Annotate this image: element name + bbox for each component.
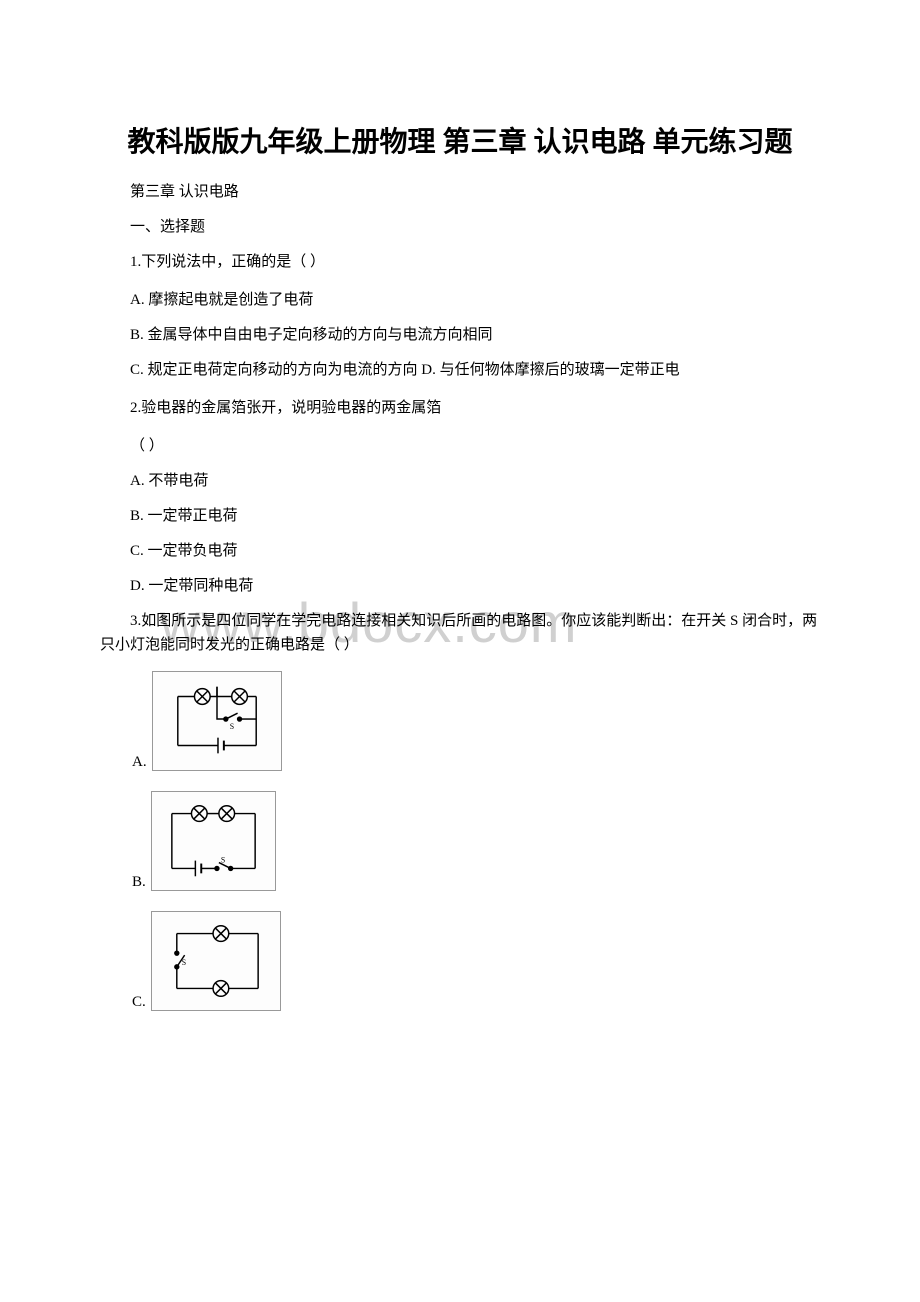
question-2-option-a: A. 不带电荷 [100, 469, 820, 490]
svg-text:S: S [229, 722, 233, 731]
question-2-paren: （ ） [100, 434, 820, 455]
circuit-diagram-b: S [151, 791, 276, 891]
question-3-stem: 3.如图所示是四位同学在学完电路连接相关知识后所画的电路图。你应该能判断出：在开… [100, 609, 820, 657]
question-3-option-a-row: A. S [100, 671, 820, 771]
question-1-option-a: A. 摩擦起电就是创造了电荷 [100, 288, 820, 309]
question-1-option-b: B. 金属导体中自由电子定向移动的方向与电流方向相同 [100, 323, 820, 344]
question-2-stem: 2.验电器的金属箔张开，说明验电器的两金属箔 [100, 396, 820, 420]
option-c-label: C. [132, 994, 146, 1011]
svg-text:S: S [181, 958, 185, 967]
question-1-option-cd: C. 规定正电荷定向移动的方向为电流的方向 D. 与任何物体摩擦后的玻璃一定带正… [100, 358, 820, 382]
circuit-diagram-c: S [151, 911, 281, 1011]
svg-text:S: S [221, 856, 225, 865]
section-heading: 一、选择题 [100, 215, 820, 236]
question-2-option-b: B. 一定带正电荷 [100, 504, 820, 525]
option-b-label: B. [132, 874, 146, 891]
option-a-label: A. [132, 754, 147, 771]
circuit-diagram-a: S [152, 671, 282, 771]
question-3-option-c-row: C. S [100, 911, 820, 1011]
question-2-option-d: D. 一定带同种电荷 [100, 574, 820, 595]
question-1-stem: 1.下列说法中，正确的是（ ） [100, 250, 820, 274]
page-title: 教科版版九年级上册物理 第三章 认识电路 单元练习题 [100, 120, 820, 160]
chapter-subtitle: 第三章 认识电路 [100, 180, 820, 201]
question-2-option-c: C. 一定带负电荷 [100, 539, 820, 560]
question-3-option-b-row: B. S [100, 791, 820, 891]
